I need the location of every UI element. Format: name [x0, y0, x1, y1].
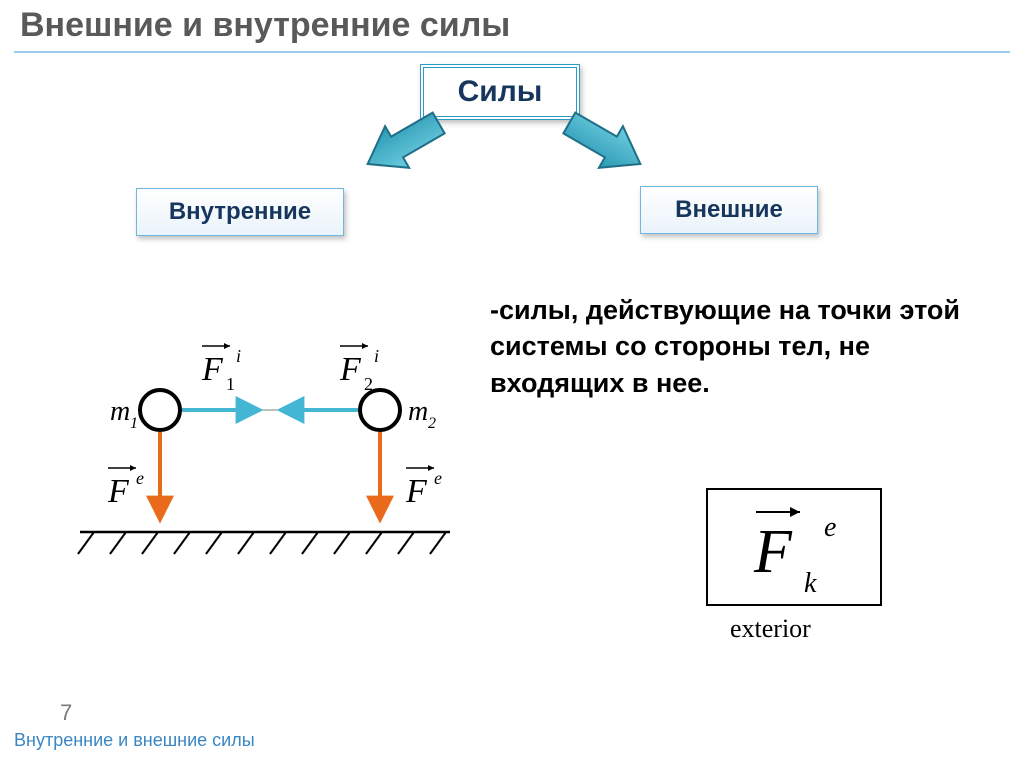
- svg-text:m: m: [408, 396, 428, 427]
- svg-text:e: e: [824, 512, 836, 543]
- svg-text:F: F: [753, 518, 793, 586]
- top-arrows: [0, 0, 1024, 260]
- svg-text:2: 2: [364, 374, 373, 394]
- formula-box: F k e: [706, 488, 882, 606]
- svg-text:i: i: [374, 346, 379, 366]
- svg-text:e: e: [434, 468, 442, 488]
- svg-text:1: 1: [226, 374, 235, 394]
- svg-text:1: 1: [130, 415, 138, 432]
- physics-diagram: m1 m2 F 1 i F 2 i F e F e: [50, 300, 480, 600]
- page-number: 7: [60, 700, 72, 726]
- svg-text:F: F: [339, 351, 362, 388]
- svg-text:2: 2: [428, 415, 436, 432]
- footer-label: Внутренние и внешние силы: [14, 730, 255, 751]
- formula-caption: exterior: [730, 614, 811, 644]
- svg-text:m: m: [110, 396, 130, 427]
- svg-text:F: F: [405, 473, 428, 510]
- svg-text:F: F: [201, 351, 224, 388]
- svg-text:k: k: [804, 568, 817, 599]
- svg-text:i: i: [236, 346, 241, 366]
- definition-text: -силы, действующие на точки этой системы…: [490, 292, 1000, 401]
- svg-text:F: F: [107, 473, 130, 510]
- svg-text:e: e: [136, 468, 144, 488]
